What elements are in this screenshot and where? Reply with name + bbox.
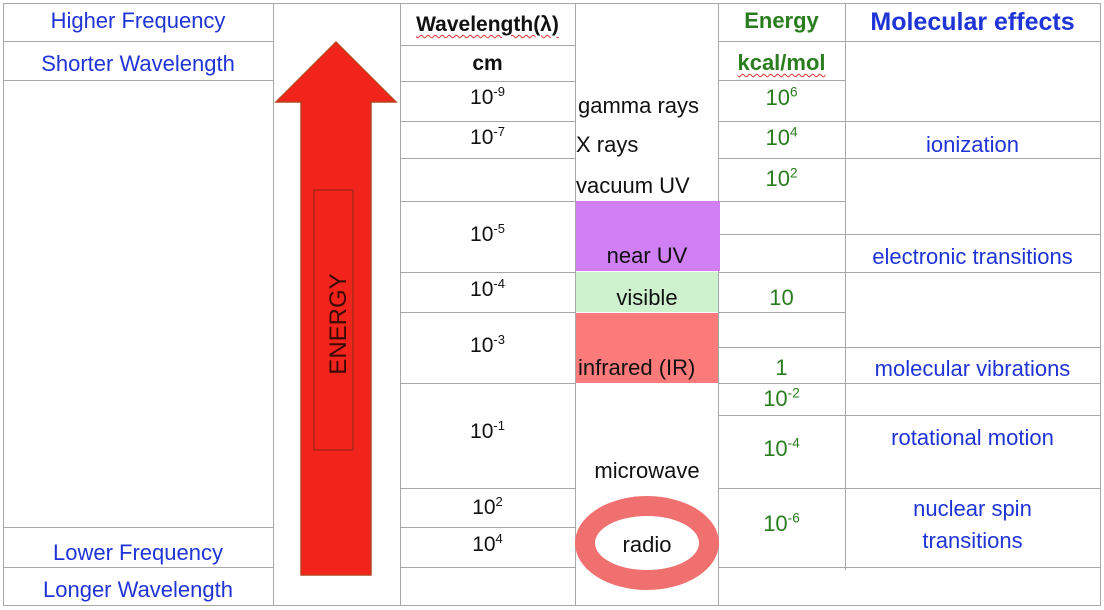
wavelength-value: 10-7	[470, 123, 505, 149]
wavelength-header-text: Wavelength(λ)	[416, 13, 559, 36]
wavelength-unit: cm	[472, 52, 503, 75]
energy-unit: kcal/mol	[718, 50, 845, 76]
vacuum-uv-label: vacuum UV	[576, 173, 690, 198]
rotational-motion-label: rotational motion	[891, 425, 1054, 450]
energy-value: 1	[775, 355, 788, 380]
energy-value: 10-4	[763, 435, 800, 461]
shorter-wavelength-label: Shorter Wavelength	[41, 51, 235, 76]
microwave-label: microwave	[594, 458, 700, 483]
energy-unit-text: kcal/mol	[737, 50, 826, 75]
ionization-label: ionization	[926, 132, 1019, 157]
molecular-vibrations-label: molecular vibrations	[874, 356, 1071, 381]
wavelength-value: 10-3	[470, 331, 505, 357]
energy-header: Energy	[744, 8, 819, 33]
visible-label: visible	[616, 285, 678, 310]
radio-label: radio	[622, 532, 672, 557]
wavelength-value: 104	[472, 530, 503, 556]
wavelength-value: 10-5	[470, 220, 505, 246]
x-rays-label: X rays	[576, 132, 639, 157]
molecular-effects-header: Molecular effects	[870, 8, 1075, 36]
energy-value: 102	[765, 165, 798, 191]
visible-band	[576, 272, 718, 312]
near-uv-label: near UV	[606, 243, 688, 268]
wavelength-value: 10-4	[470, 275, 505, 301]
wavelength-value: 10-9	[470, 83, 505, 109]
electronic-transitions-label: electronic transitions	[872, 244, 1073, 269]
energy-value: 104	[765, 124, 798, 150]
energy-value: 10-2	[763, 385, 800, 411]
near-uv-band	[576, 201, 720, 271]
wavelength-header: Wavelength(λ)	[400, 13, 575, 37]
energy-value: 106	[765, 84, 798, 110]
radio-ring	[575, 496, 719, 590]
energy-arrow-inner-box	[313, 189, 354, 451]
infrared-band	[576, 313, 718, 383]
energy-arrow-label: ENERGY	[325, 273, 352, 375]
higher-frequency-label: Higher Frequency	[50, 8, 226, 33]
energy-value: 10	[769, 285, 794, 310]
lower-frequency-label: Lower Frequency	[53, 540, 223, 565]
energy-arrow-shape	[274, 40, 398, 576]
nuclear-spin-label-line2: transitions	[922, 528, 1023, 553]
longer-wavelength-label: Longer Wavelength	[43, 577, 233, 602]
wavelength-value: 102	[472, 493, 503, 519]
energy-arrow	[274, 40, 398, 576]
gamma-rays-label: gamma rays	[578, 93, 700, 118]
nuclear-spin-label: nuclear spin	[913, 496, 1032, 521]
infrared-label: infrared (IR)	[578, 355, 696, 380]
wavelength-value: 10-1	[470, 417, 505, 443]
energy-value: 10-6	[763, 510, 800, 536]
